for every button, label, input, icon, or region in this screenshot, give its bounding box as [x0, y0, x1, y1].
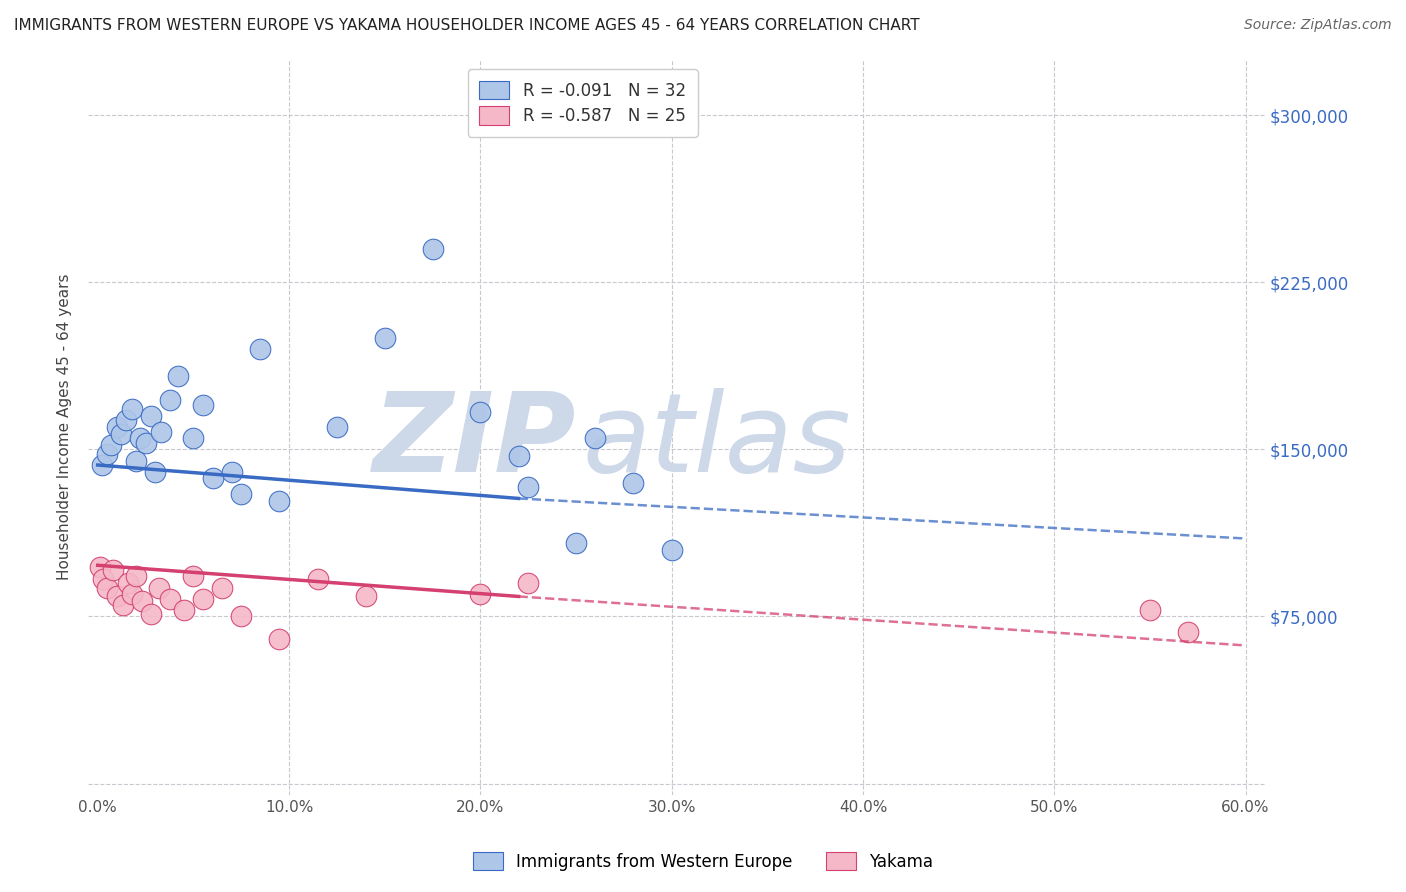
- Y-axis label: Householder Income Ages 45 - 64 years: Householder Income Ages 45 - 64 years: [58, 274, 72, 581]
- Point: [621, 475, 644, 490]
- Text: Source: ZipAtlas.com: Source: ZipAtlas.com: [1244, 18, 1392, 32]
- Point: [470, 587, 492, 601]
- Point: [148, 581, 170, 595]
- Point: [269, 632, 291, 646]
- Point: [159, 591, 181, 606]
- Point: [508, 449, 530, 463]
- Point: [143, 465, 166, 479]
- Point: [135, 435, 157, 450]
- Point: [249, 342, 271, 356]
- Point: [90, 458, 112, 472]
- Point: [121, 402, 143, 417]
- Point: [115, 413, 138, 427]
- Point: [374, 331, 396, 345]
- Point: [661, 542, 683, 557]
- Point: [307, 572, 329, 586]
- Point: [354, 590, 377, 604]
- Point: [141, 607, 163, 622]
- Point: [517, 480, 540, 494]
- Point: [565, 536, 588, 550]
- Point: [141, 409, 163, 423]
- Point: [125, 453, 148, 467]
- Point: [269, 493, 291, 508]
- Legend: R = -0.091   N = 32, R = -0.587   N = 25: R = -0.091 N = 32, R = -0.587 N = 25: [468, 70, 697, 136]
- Point: [191, 398, 214, 412]
- Point: [96, 581, 118, 595]
- Point: [100, 438, 122, 452]
- Point: [96, 447, 118, 461]
- Point: [89, 560, 111, 574]
- Point: [231, 487, 253, 501]
- Point: [167, 368, 190, 383]
- Text: atlas: atlas: [582, 388, 851, 495]
- Point: [183, 431, 205, 445]
- Point: [173, 603, 195, 617]
- Point: [583, 431, 606, 445]
- Point: [231, 609, 253, 624]
- Point: [110, 426, 132, 441]
- Legend: Immigrants from Western Europe, Yakama: Immigrants from Western Europe, Yakama: [464, 844, 942, 880]
- Point: [101, 563, 124, 577]
- Point: [117, 576, 139, 591]
- Point: [105, 590, 128, 604]
- Point: [125, 569, 148, 583]
- Point: [422, 242, 444, 256]
- Point: [131, 594, 153, 608]
- Point: [93, 572, 115, 586]
- Point: [470, 404, 492, 418]
- Point: [128, 431, 150, 445]
- Point: [111, 599, 134, 613]
- Point: [121, 587, 143, 601]
- Point: [191, 591, 214, 606]
- Point: [183, 569, 205, 583]
- Point: [1177, 625, 1199, 640]
- Point: [221, 465, 243, 479]
- Text: IMMIGRANTS FROM WESTERN EUROPE VS YAKAMA HOUSEHOLDER INCOME AGES 45 - 64 YEARS C: IMMIGRANTS FROM WESTERN EUROPE VS YAKAMA…: [14, 18, 920, 33]
- Point: [1139, 603, 1161, 617]
- Point: [517, 576, 540, 591]
- Point: [105, 420, 128, 434]
- Point: [326, 420, 349, 434]
- Point: [159, 393, 181, 408]
- Text: ZIP: ZIP: [373, 388, 576, 495]
- Point: [149, 425, 172, 439]
- Point: [211, 581, 233, 595]
- Point: [201, 471, 224, 485]
